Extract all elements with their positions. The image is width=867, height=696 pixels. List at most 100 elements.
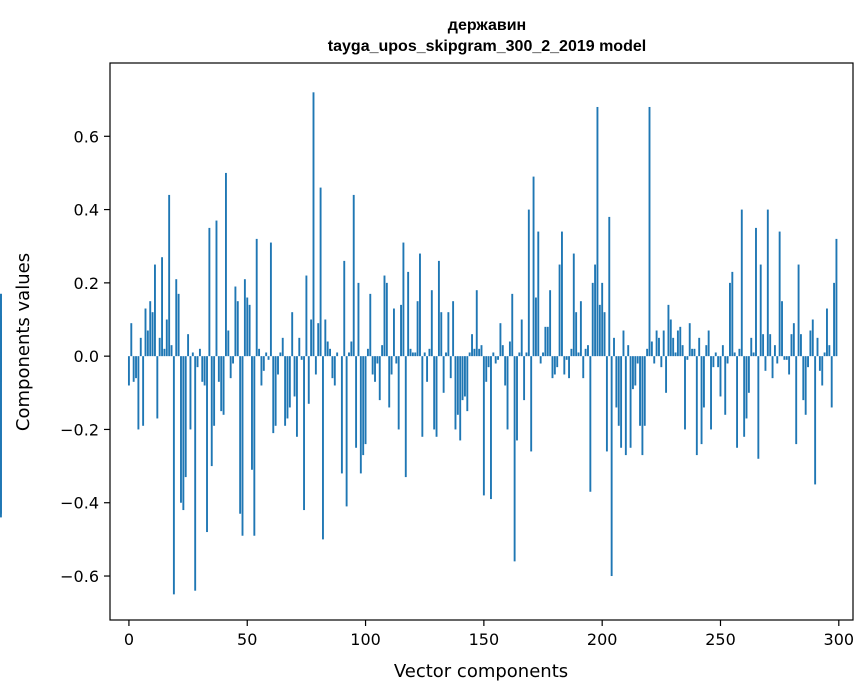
bar-249 (717, 356, 720, 368)
bar-8 (146, 330, 149, 357)
bar-124 (421, 356, 424, 437)
bar-319 (0, 352, 2, 357)
bar-147 (475, 290, 478, 357)
bar-270 (766, 209, 769, 357)
bar-37 (215, 220, 218, 357)
bar-88 (336, 352, 339, 357)
bar-33 (206, 356, 208, 533)
bar-257 (736, 356, 738, 448)
bar-258 (738, 348, 741, 357)
y-tick-label: −0.2 (60, 420, 99, 439)
bar-267 (759, 264, 762, 357)
bar-122 (416, 301, 419, 357)
bar-30 (198, 348, 201, 357)
bar-225 (660, 356, 663, 368)
bar-161 (508, 341, 511, 357)
bar-0 (127, 356, 130, 386)
bar-104 (374, 356, 376, 382)
bar-191 (579, 301, 582, 357)
bar-320 (0, 356, 2, 364)
bar-186 (568, 356, 570, 379)
bar-121 (414, 352, 417, 357)
bar-47 (239, 356, 242, 514)
bar-184 (563, 356, 566, 375)
bar-111 (390, 356, 393, 375)
bar-262 (747, 356, 750, 393)
bar-118 (407, 271, 410, 357)
bar-172 (534, 297, 537, 357)
bar-194 (587, 345, 589, 357)
bar-298 (833, 282, 836, 357)
bar-114 (397, 356, 400, 430)
bar-318 (0, 341, 2, 357)
bar-53 (253, 356, 256, 536)
bar-149 (480, 345, 483, 357)
bar-286 (804, 356, 807, 415)
y-tick-label: −0.6 (60, 567, 99, 586)
bar-226 (662, 330, 665, 357)
bar-221 (650, 341, 653, 357)
bar-133 (442, 356, 445, 393)
bar-248 (714, 352, 717, 357)
bar-272 (771, 356, 774, 379)
bar-252 (724, 356, 727, 415)
bar-120 (411, 352, 414, 357)
bar-60 (269, 242, 272, 357)
bar-316 (0, 293, 2, 357)
bar-69 (291, 312, 294, 357)
bar-84 (326, 341, 329, 357)
bar-20 (175, 279, 178, 357)
bar-15 (163, 348, 166, 357)
bar-155 (494, 356, 497, 364)
bar-116 (402, 242, 405, 357)
bar-78 (312, 92, 315, 357)
bar-212 (629, 356, 632, 448)
bar-126 (426, 356, 429, 382)
bar-296 (828, 345, 831, 357)
bar-61 (272, 356, 275, 434)
bar-278 (785, 356, 788, 360)
bar-243 (702, 356, 705, 408)
bar-292 (818, 356, 821, 371)
bar-207 (617, 356, 620, 426)
bar-50 (246, 297, 249, 357)
bar-289 (811, 319, 814, 357)
plot-frame (109, 62, 854, 621)
x-axis-label: Vector components (394, 661, 568, 682)
bar-43 (229, 356, 232, 379)
x-tick-label: 300 (824, 630, 855, 649)
bar-284 (800, 334, 802, 357)
bar-164 (516, 356, 518, 441)
bar-195 (589, 356, 592, 492)
bar-65 (281, 337, 284, 357)
bars-group (0, 92, 838, 595)
bar-14 (161, 257, 163, 357)
bar-34 (208, 227, 211, 357)
bar-209 (622, 330, 625, 357)
bar-1 (130, 323, 133, 357)
bar-113 (395, 356, 398, 364)
bar-22 (180, 356, 182, 503)
y-tick-label: 0.2 (74, 274, 99, 293)
bar-83 (324, 319, 327, 357)
bar-156 (497, 356, 500, 360)
bar-6 (142, 356, 145, 426)
bar-27 (191, 352, 194, 357)
bar-215 (636, 356, 639, 364)
bar-166 (520, 319, 523, 357)
bar-169 (527, 209, 530, 357)
bar-143 (466, 356, 469, 412)
bar-282 (795, 356, 798, 445)
bar-228 (667, 304, 670, 357)
bar-141 (461, 356, 464, 401)
bar-12 (156, 356, 159, 419)
bar-144 (468, 352, 471, 357)
bar-154 (492, 352, 495, 357)
bar-251 (721, 345, 724, 357)
bar-287 (807, 356, 809, 368)
bar-28 (194, 356, 197, 591)
bar-197 (594, 264, 597, 357)
bar-273 (773, 345, 776, 357)
bar-178 (549, 290, 552, 357)
bar-151 (485, 356, 488, 382)
